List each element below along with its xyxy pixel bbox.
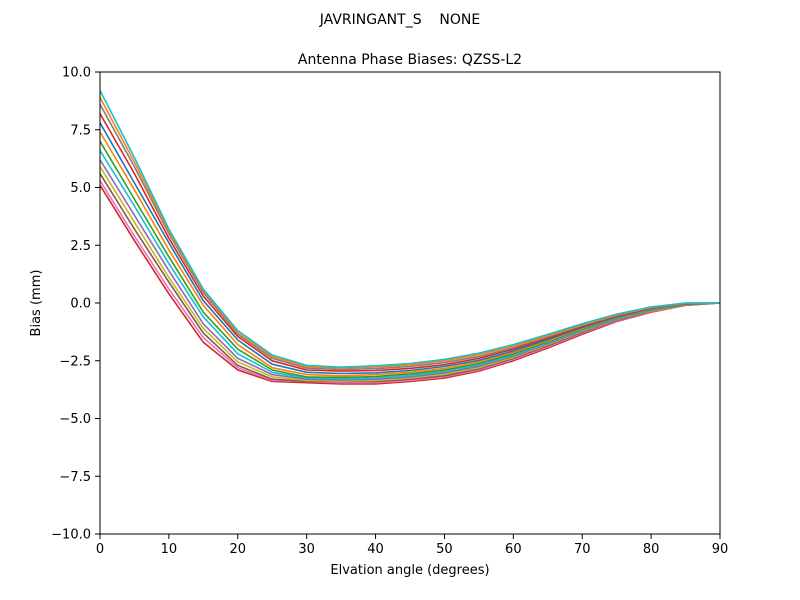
x-axis: 0 10 20 30 40 50 60 70 80 90 (96, 534, 728, 557)
y-tick-label: 2.5 (70, 239, 91, 254)
x-tick-label: 60 (505, 542, 522, 557)
x-tick-label: 80 (643, 542, 660, 557)
y-tick-label: −10.0 (51, 528, 91, 543)
x-tick-label: 40 (367, 542, 384, 557)
y-tick-label: −2.5 (59, 354, 91, 369)
y-tick-label: −5.0 (59, 412, 91, 427)
x-tick-label: 20 (230, 542, 247, 557)
series-layer (100, 90, 720, 385)
x-axis-label: Elvation angle (degrees) (330, 563, 489, 578)
y-axis: −10.0 −7.5 −5.0 −2.5 0.0 2.5 5.0 7.5 10.0 (51, 66, 100, 543)
y-tick-label: 5.0 (70, 181, 91, 196)
y-axis-label: Bias (mm) (29, 270, 44, 337)
x-tick-label: 30 (298, 542, 315, 557)
y-tick-label: 10.0 (62, 66, 91, 81)
x-tick-label: 50 (436, 542, 453, 557)
x-tick-label: 10 (161, 542, 178, 557)
x-tick-label: 90 (712, 542, 729, 557)
series-line-13 (100, 90, 720, 369)
y-tick-label: −7.5 (59, 470, 91, 485)
x-tick-label: 0 (96, 542, 104, 557)
figure-suptitle: JAVRINGANT_S NONE (319, 12, 480, 28)
y-tick-label: 7.5 (70, 123, 91, 138)
y-tick-label: 0.0 (70, 297, 91, 312)
x-tick-label: 70 (574, 542, 591, 557)
chart-title: Antenna Phase Biases: QZSS-L2 (298, 52, 522, 68)
